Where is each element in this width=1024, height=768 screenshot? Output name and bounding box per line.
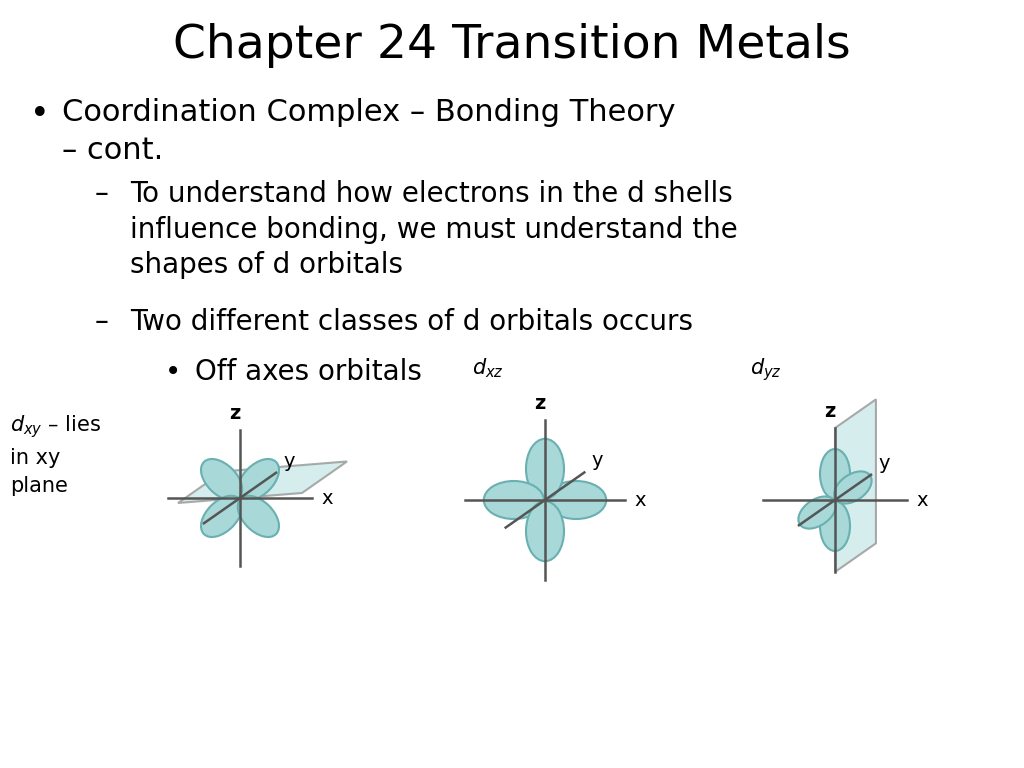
Text: x: x (321, 488, 333, 508)
Text: y: y (878, 454, 890, 473)
Ellipse shape (526, 502, 564, 561)
Ellipse shape (820, 501, 850, 551)
Text: z: z (535, 394, 546, 413)
Text: •: • (165, 358, 181, 386)
Text: $d_{xz}$: $d_{xz}$ (472, 356, 504, 379)
Ellipse shape (201, 459, 243, 500)
Ellipse shape (238, 459, 279, 500)
Text: Off axes orbitals: Off axes orbitals (195, 358, 422, 386)
Text: •: • (30, 98, 49, 131)
Text: $d_{yz}$: $d_{yz}$ (750, 356, 782, 382)
Text: Two different classes of d orbitals occurs: Two different classes of d orbitals occu… (130, 308, 693, 336)
Text: Chapter 24 Transition Metals: Chapter 24 Transition Metals (173, 23, 851, 68)
Text: –: – (95, 308, 109, 336)
Text: $d_{xy}$ – lies
in xy
plane: $d_{xy}$ – lies in xy plane (10, 413, 101, 496)
Text: x: x (634, 491, 645, 509)
Text: z: z (229, 404, 241, 423)
Text: y: y (591, 452, 603, 471)
Ellipse shape (799, 496, 836, 528)
Ellipse shape (526, 439, 564, 498)
Text: z: z (824, 402, 836, 421)
Text: To understand how electrons in the d shells
influence bonding, we must understan: To understand how electrons in the d she… (130, 180, 737, 280)
Text: Coordination Complex – Bonding Theory
– cont.: Coordination Complex – Bonding Theory – … (62, 98, 676, 165)
Ellipse shape (835, 472, 871, 504)
Ellipse shape (546, 481, 606, 519)
Ellipse shape (483, 481, 544, 519)
Polygon shape (178, 462, 347, 503)
Polygon shape (835, 399, 876, 572)
Ellipse shape (820, 449, 850, 499)
Text: –: – (95, 180, 109, 208)
Text: y: y (283, 452, 295, 471)
Ellipse shape (238, 496, 279, 537)
Text: x: x (916, 491, 928, 509)
Ellipse shape (201, 496, 243, 537)
